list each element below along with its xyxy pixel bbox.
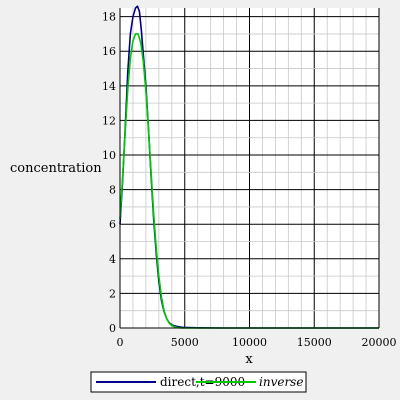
y-tick-label: 12	[102, 114, 116, 127]
legend-label-inverse: inverse	[259, 375, 303, 389]
y-tick-label: 0	[109, 322, 116, 335]
x-tick-labels: 0 5000 10000 15000 20000	[117, 336, 397, 349]
axes	[119, 8, 380, 329]
y-tick-label: 8	[109, 184, 116, 197]
y-tick-label: 16	[102, 45, 116, 58]
x-axis-label: x	[245, 352, 253, 367]
x-tick-label: 10000	[232, 336, 267, 349]
y-tick-labels: 0 2 4 6 8 10 12 14 16 18	[102, 11, 116, 335]
y-axis-label: concentration	[10, 161, 102, 176]
x-tick-label: 0	[117, 336, 124, 349]
y-tick-label: 2	[109, 287, 116, 300]
legend: direct,t=9000 inverse	[90, 371, 307, 393]
y-tick-label: 18	[102, 11, 116, 24]
x-tick-label: 20000	[362, 336, 397, 349]
x-tick-label: 15000	[297, 336, 332, 349]
y-tick-label: 4	[109, 253, 116, 266]
y-tick-label: 6	[109, 218, 116, 231]
y-tick-label: 10	[102, 149, 116, 162]
y-tick-label: 14	[102, 80, 116, 93]
x-tick-label: 5000	[171, 336, 199, 349]
